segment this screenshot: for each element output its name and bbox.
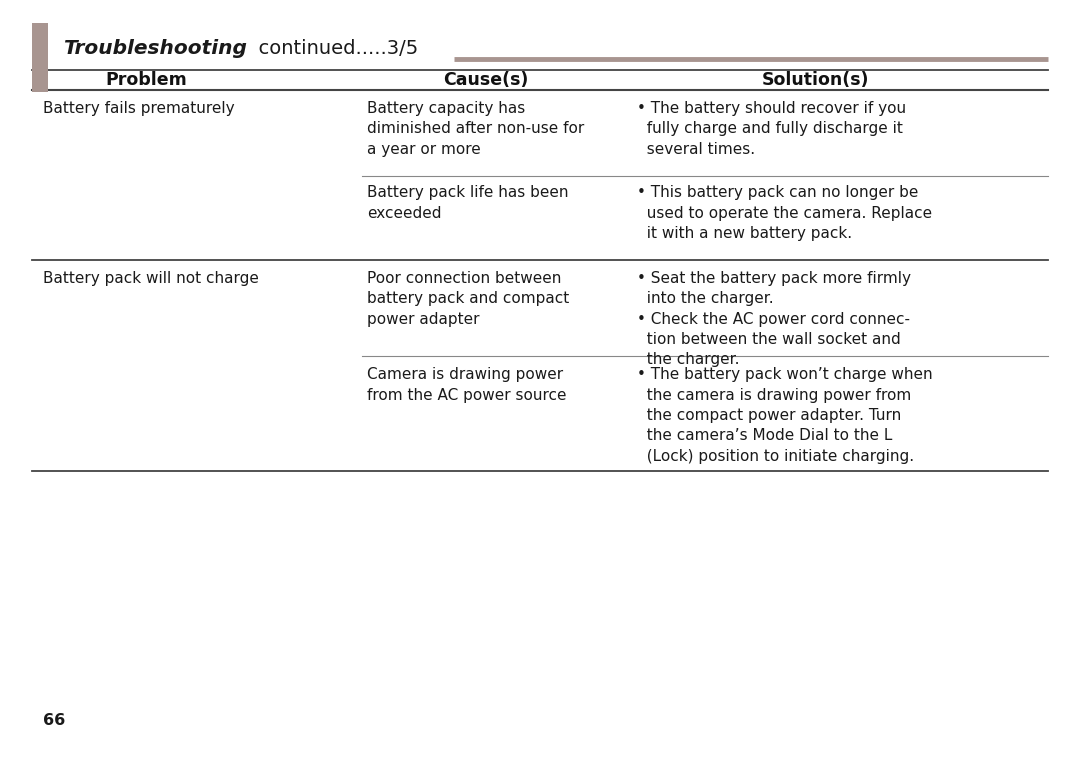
Text: • The battery pack won’t charge when
  the camera is drawing power from
  the co: • The battery pack won’t charge when the… [637, 367, 933, 464]
Text: continued.....3/5: continued.....3/5 [246, 40, 418, 58]
Text: Battery capacity has
diminished after non-use for
a year or more: Battery capacity has diminished after no… [367, 101, 584, 157]
Bar [32, 23, 48, 92]
Text: Troubleshooting: Troubleshooting [63, 40, 246, 58]
Text: Solution(s): Solution(s) [761, 70, 869, 89]
Text: Poor connection between
battery pack and compact
power adapter: Poor connection between battery pack and… [367, 271, 569, 327]
Text: Battery pack will not charge: Battery pack will not charge [43, 271, 259, 286]
Text: Camera is drawing power
from the AC power source: Camera is drawing power from the AC powe… [367, 367, 567, 402]
Text: Battery pack life has been
exceeded: Battery pack life has been exceeded [367, 185, 569, 220]
Text: • This battery pack can no longer be
  used to operate the camera. Replace
  it : • This battery pack can no longer be use… [637, 185, 932, 241]
Text: • Seat the battery pack more firmly
  into the charger.
• Check the AC power cor: • Seat the battery pack more firmly into… [637, 271, 912, 367]
Text: Cause(s): Cause(s) [443, 70, 529, 89]
Text: • The battery should recover if you
  fully charge and fully discharge it
  seve: • The battery should recover if you full… [637, 101, 906, 157]
Text: Problem: Problem [105, 70, 187, 89]
Text: 66: 66 [43, 713, 66, 728]
Text: Battery fails prematurely: Battery fails prematurely [43, 101, 234, 116]
